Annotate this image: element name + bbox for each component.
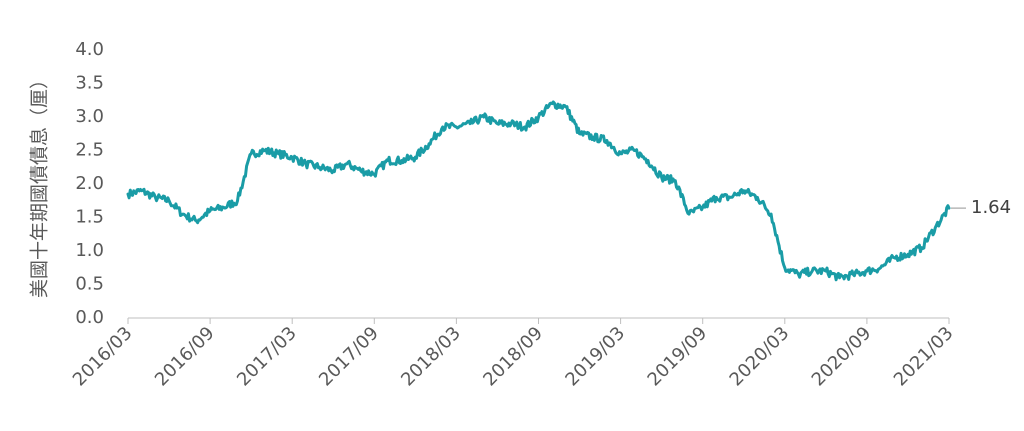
x-tick-label: 2019/09	[644, 323, 712, 391]
y-tick-label: 1.0	[75, 240, 104, 261]
y-tick-label: 2.0	[75, 173, 104, 194]
x-tick-label: 2020/09	[808, 323, 876, 391]
x-tick-label: 2018/03	[397, 323, 465, 391]
x-axis: 2016/03 2016/09 2017/03 2017/09 2018/03 2018/…	[69, 317, 958, 391]
end-value-label: 1.64	[971, 197, 1011, 218]
y-tick-label: 4.0	[75, 39, 104, 60]
x-tick-label: 2020/03	[726, 323, 794, 391]
y-axis: 0.0 0.5 1.0 1.5 2.0 2.5 3.0 3.5 4.0	[75, 39, 104, 328]
x-tick-label: 2017/09	[315, 323, 383, 391]
y-tick-label: 3.0	[75, 106, 104, 127]
x-tick-label: 2017/03	[233, 323, 301, 391]
y-tick-label: 0.5	[75, 274, 104, 295]
y-tick-label: 1.5	[75, 207, 104, 228]
x-tick-label: 2018/09	[479, 323, 547, 391]
x-tick-label: 2021/03	[890, 323, 958, 391]
y-tick-label: 3.5	[75, 73, 104, 94]
y-tick-label: 0.0	[75, 307, 104, 328]
series-line	[126, 100, 951, 282]
end-value-annotation: 1.64	[951, 197, 1011, 218]
y-axis-title: 美國十年期國債債息（厘）	[29, 70, 51, 298]
y-tick-label: 2.5	[75, 140, 104, 161]
x-tick-label: 2016/03	[69, 323, 137, 391]
x-tick-label: 2019/03	[561, 323, 629, 391]
x-tick-label: 2016/09	[151, 323, 219, 391]
